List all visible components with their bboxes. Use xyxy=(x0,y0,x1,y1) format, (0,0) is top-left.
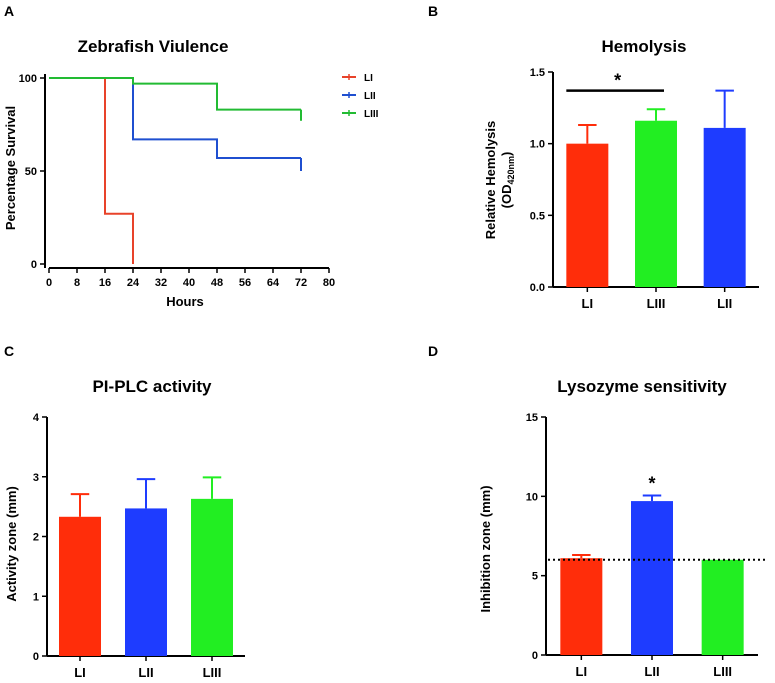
lysozyme-chart: Lysozyme sensitivity Inhibition zone (mm… xyxy=(478,377,766,679)
hemolysis-y-tick-label: 1.0 xyxy=(530,139,545,151)
plc-y-tick-label: 2 xyxy=(33,532,39,544)
hemolysis-title: Hemolysis xyxy=(601,37,686,56)
hemolysis-y-axis-label: Relative Hemolysis xyxy=(483,121,498,240)
survival-x-tick-label: 80 xyxy=(323,277,335,289)
survival-x-tick-label: 40 xyxy=(183,277,195,289)
plc-y-axis-label: Activity zone (mm) xyxy=(4,486,19,602)
hemolysis-bar-li xyxy=(566,143,609,287)
plc-y-tick-label: 4 xyxy=(33,412,40,424)
survival-x-tick-label: 64 xyxy=(267,277,280,289)
survival-x-tick-label: 56 xyxy=(239,277,251,289)
lysozyme-bar-li xyxy=(560,558,603,655)
plc-y-tick-label: 3 xyxy=(33,472,39,484)
hemolysis-chart: Hemolysis Relative Hemolysis (OD420nm) 0… xyxy=(483,37,759,311)
plc-title: PI-PLC activity xyxy=(92,377,212,396)
panel-letter-c: C xyxy=(4,343,14,359)
legend-label-liii: LIII xyxy=(364,109,379,120)
hemolysis-y-tick-label: 0.5 xyxy=(530,210,545,222)
hemolysis-category-label: LII xyxy=(717,296,732,311)
lysozyme-y-tick-label: 5 xyxy=(532,571,538,583)
hemolysis-ylabel-open: (OD xyxy=(499,185,514,209)
survival-title: Zebrafish Viulence xyxy=(78,37,229,56)
survival-y-axis-label: Percentage Survival xyxy=(3,106,18,230)
plc-bar-li xyxy=(59,516,101,656)
hemolysis-y-tick-label: 1.5 xyxy=(530,67,545,79)
lysozyme-category-label: LII xyxy=(644,664,659,679)
panel-letter-b: B xyxy=(428,3,438,19)
plc-y-tick-label: 1 xyxy=(33,591,39,603)
survival-x-tick-label: 0 xyxy=(46,277,52,289)
lysozyme-y-tick-label: 0 xyxy=(532,650,538,662)
survival-x-tick-label: 24 xyxy=(127,277,140,289)
hemolysis-bar-lii xyxy=(703,127,746,288)
survival-y-tick-label: 100 xyxy=(19,73,37,85)
lysozyme-category-label: LIII xyxy=(713,664,732,679)
lysozyme-significance-star: * xyxy=(648,474,655,494)
lysozyme-category-label: LI xyxy=(576,664,588,679)
panel-letter-a: A xyxy=(4,3,14,19)
plc-category-label: LII xyxy=(138,665,153,680)
hemolysis-ylabel-close: ) xyxy=(499,152,514,156)
survival-y-tick-label: 0 xyxy=(31,259,37,271)
hemolysis-significance-star: * xyxy=(614,71,621,91)
lysozyme-y-axis-label: Inhibition zone (mm) xyxy=(478,485,493,612)
survival-y-tick-label: 50 xyxy=(25,166,37,178)
legend-label-lii: LII xyxy=(364,91,376,102)
hemolysis-category-label: LIII xyxy=(647,296,666,311)
lysozyme-y-tick-label: 10 xyxy=(526,491,538,503)
hemolysis-ylabel-subscript: 420nm xyxy=(506,156,516,185)
plc-category-label: LI xyxy=(74,665,86,680)
plc-bar-liii xyxy=(191,498,233,656)
survival-x-tick-label: 8 xyxy=(74,277,80,289)
lysozyme-y-tick-label: 15 xyxy=(526,412,538,424)
survival-x-tick-label: 16 xyxy=(99,277,111,289)
legend-label-li: LI xyxy=(364,73,373,84)
hemolysis-y-axis-label-units: (OD420nm) xyxy=(499,152,516,209)
plc-bar-lii xyxy=(125,508,167,656)
plc-y-tick-label: 0 xyxy=(33,651,39,663)
plc-chart: PI-PLC activity Activity zone (mm) 0 1 2 3 4… xyxy=(4,377,245,680)
lysozyme-title: Lysozyme sensitivity xyxy=(557,377,727,396)
survival-line-li xyxy=(49,77,134,264)
survival-x-tick-label: 32 xyxy=(155,277,167,289)
lysozyme-bar-lii xyxy=(631,501,673,655)
plc-category-label: LIII xyxy=(203,665,222,680)
survival-x-tick-label: 48 xyxy=(211,277,223,289)
hemolysis-y-tick-label: 0.0 xyxy=(530,282,545,294)
lysozyme-bar-liii xyxy=(701,559,744,655)
survival-line-lii xyxy=(49,77,301,159)
survival-line-liii xyxy=(49,77,301,111)
survival-chart: Zebrafish Viulence Hours Percentage Surv… xyxy=(3,37,379,309)
survival-x-axis-label: Hours xyxy=(166,294,204,309)
hemolysis-category-label: LI xyxy=(582,296,594,311)
panel-letter-d: D xyxy=(428,343,438,359)
survival-x-tick-label: 72 xyxy=(295,277,307,289)
hemolysis-bar-liii xyxy=(635,120,677,287)
